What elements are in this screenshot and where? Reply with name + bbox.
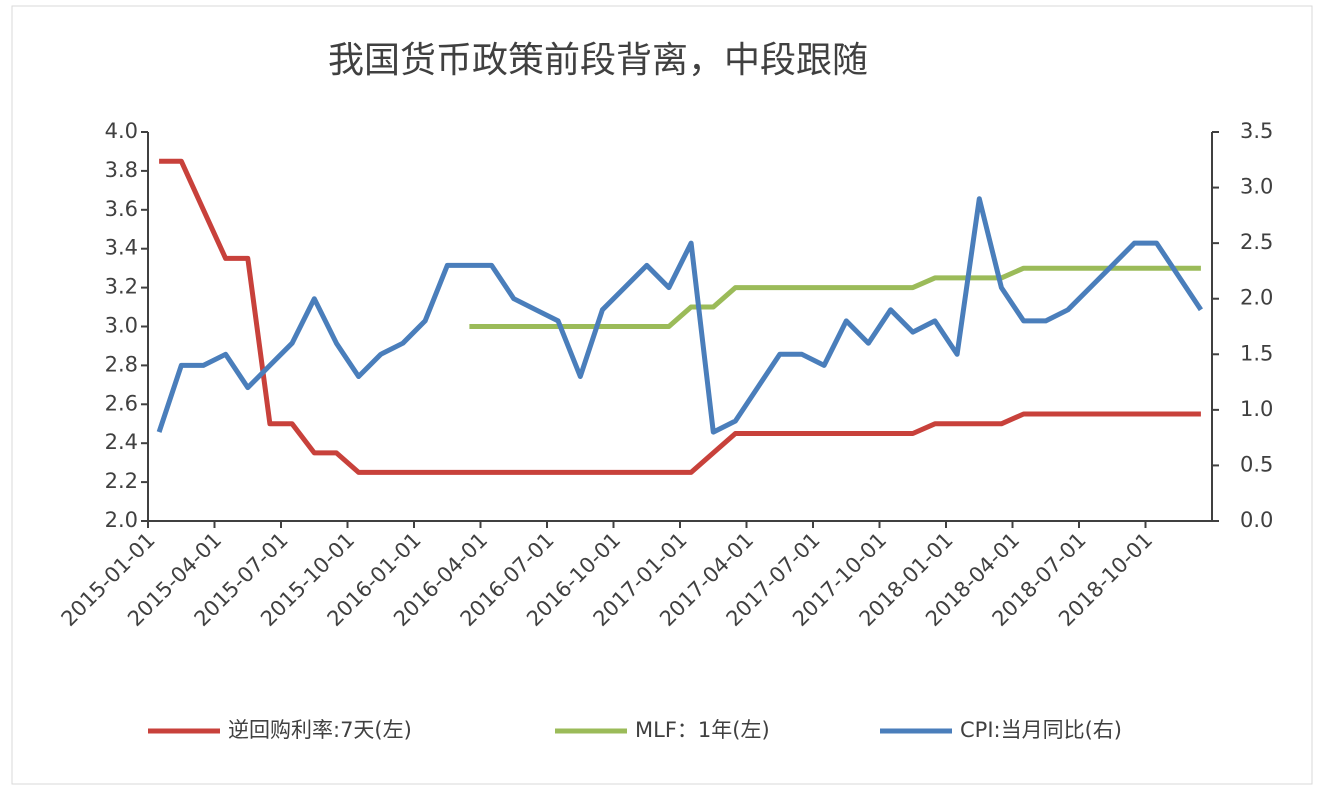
y-tick-label: 3.6 bbox=[105, 197, 138, 221]
data-line bbox=[159, 158, 1201, 475]
y-tick-label: 3.4 bbox=[105, 236, 138, 260]
y2-tick-label: 1.5 bbox=[1240, 341, 1273, 365]
chart-border bbox=[11, 5, 1313, 785]
y2-tick-label: 2.5 bbox=[1240, 230, 1273, 254]
y-tick-label: 2.2 bbox=[105, 469, 138, 493]
legend-label: 逆回购利率:7天(左) bbox=[228, 718, 412, 742]
y-tick-label: 2.0 bbox=[105, 508, 138, 532]
y2-tick-label: 2.0 bbox=[1240, 286, 1273, 310]
chart-title: 我国货币政策前段背离，中段跟随 bbox=[328, 40, 868, 81]
y2-tick-label: 3.0 bbox=[1240, 175, 1273, 199]
y-tick-label: 3.2 bbox=[105, 275, 138, 299]
data-line bbox=[469, 265, 1201, 329]
y2-tick-label: 3.5 bbox=[1240, 119, 1273, 143]
y2-tick-label: 1.0 bbox=[1240, 397, 1273, 421]
y-tick-label: 3.8 bbox=[105, 158, 138, 182]
legend-label: MLF：1年(左) bbox=[635, 718, 770, 742]
y2-tick-label: 0.5 bbox=[1240, 452, 1273, 476]
legend-label: CPI:当月同比(右) bbox=[960, 718, 1122, 742]
y-tick-label: 2.4 bbox=[105, 430, 138, 454]
y2-tick-label: 0.0 bbox=[1240, 508, 1273, 532]
y-tick-label: 2.8 bbox=[105, 352, 138, 376]
y-tick-label: 4.0 bbox=[105, 119, 138, 143]
y-tick-label: 3.0 bbox=[105, 314, 138, 338]
y-tick-label: 2.6 bbox=[105, 391, 138, 415]
data-line bbox=[156, 196, 1203, 435]
